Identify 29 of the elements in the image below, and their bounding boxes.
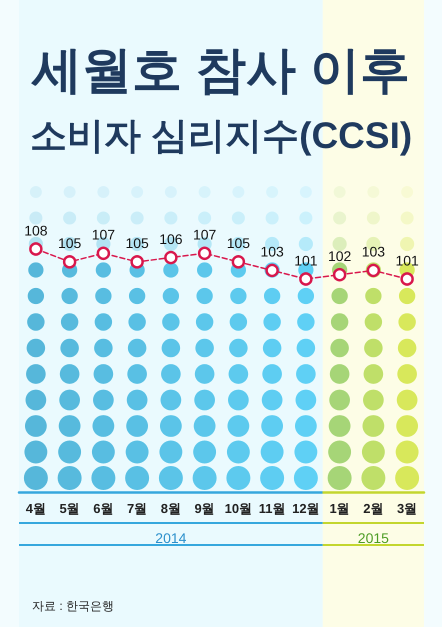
- x-tick-label: 10월: [224, 501, 252, 516]
- data-label: 103: [362, 244, 386, 260]
- x-tick-label: 7월: [127, 501, 148, 516]
- data-label: 105: [226, 235, 250, 252]
- data-label: 107: [192, 226, 217, 243]
- band-label: 2015: [358, 530, 390, 546]
- x-tick-label: 12월: [292, 501, 320, 516]
- data-label: 101: [395, 252, 420, 268]
- data-label: 108: [24, 222, 48, 238]
- data-label: 105: [58, 235, 82, 252]
- x-tick-label: 5월: [60, 501, 80, 516]
- x-tick-label: 6월: [93, 501, 114, 516]
- chart-title: 세월호 참사 이후: [31, 42, 410, 98]
- band-label: 2014: [155, 530, 187, 546]
- data-label: 107: [92, 226, 116, 243]
- x-tick-label: 8월: [160, 501, 181, 516]
- chart-subtitle: 소비자 심리지수(CCSI): [30, 115, 412, 156]
- data-label: 105: [125, 235, 150, 252]
- data-label: 102: [328, 248, 352, 264]
- text: 자료 : 한국은행: [32, 599, 114, 613]
- x-tick-label: 11월: [258, 501, 286, 516]
- data-label: 103: [260, 244, 284, 260]
- x-tick-label: 9월: [194, 501, 215, 516]
- data-label: 101: [294, 252, 318, 268]
- data-label: 106: [159, 230, 183, 247]
- x-tick-label: 1월: [330, 501, 350, 516]
- x-tick-label: 2월: [363, 501, 384, 516]
- x-tick-label: 4월: [26, 501, 46, 516]
- x-tick-label: 3월: [397, 501, 418, 516]
